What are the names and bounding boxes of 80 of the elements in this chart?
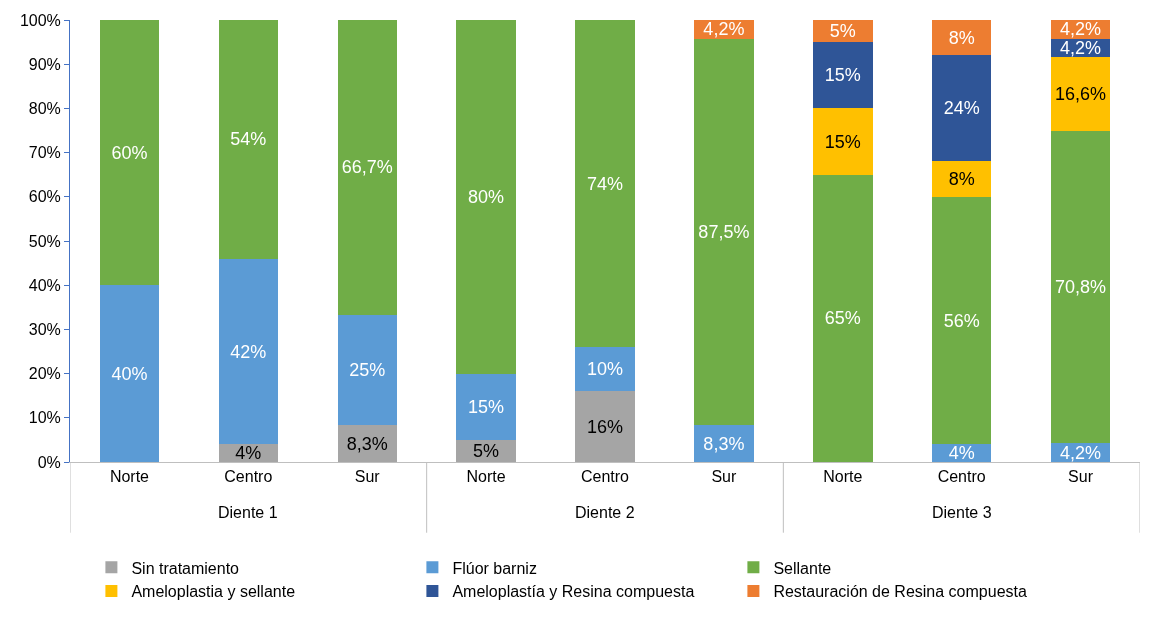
y-tick-label: 90%	[28, 55, 61, 73]
bar	[99, 20, 160, 286]
data-label: 8,3%	[346, 433, 388, 454]
data-label: 4,2%	[1060, 19, 1102, 40]
data-label: 66,7%	[341, 157, 393, 178]
bar	[575, 20, 635, 348]
text: Diente 1	[218, 504, 278, 521]
legend-label: Ameloplastia y sellante	[131, 583, 296, 601]
y-tick-label: 70%	[28, 144, 61, 162]
data-label: 56%	[943, 310, 980, 331]
bar	[575, 347, 635, 392]
data-label: 42%	[230, 341, 267, 362]
bar	[99, 285, 160, 462]
y-tick-label: 30%	[28, 321, 61, 338]
data-label: 15%	[824, 131, 861, 152]
bar	[218, 258, 279, 445]
text: Diente 3	[932, 504, 992, 521]
data-label: 54%	[230, 129, 267, 150]
data-label: 65%	[824, 308, 861, 329]
bar	[456, 20, 516, 374]
data-label: 4,2%	[1060, 37, 1102, 58]
x-tick-label: Sur	[1068, 468, 1094, 486]
bar	[456, 373, 516, 440]
data-label: 15%	[824, 65, 861, 86]
y-tick-label: 60%	[28, 188, 61, 206]
bar	[813, 174, 873, 462]
text: Diente 2	[575, 504, 635, 521]
data-label: 16%	[586, 416, 624, 437]
bar	[931, 196, 992, 445]
legend-label: Sin tratamiento	[131, 559, 240, 577]
x-tick-label: Centro	[937, 468, 986, 486]
x-tick-label: Centro	[580, 468, 630, 486]
data-label: 5%	[473, 440, 500, 461]
x-tick-label: Norte	[466, 468, 506, 486]
bar	[1050, 130, 1111, 444]
data-label: 60%	[111, 142, 148, 163]
y-tick-label: 0%	[37, 453, 61, 471]
x-tick-label: Sur	[354, 468, 381, 486]
y-tick-label: 20%	[28, 365, 61, 383]
bar	[1050, 57, 1111, 131]
data-label: 87,5%	[698, 221, 750, 242]
x-tick-label: Sur	[711, 468, 738, 486]
x-tick-label: Norte	[109, 468, 150, 486]
bar	[694, 38, 754, 426]
data-label: 8,3%	[703, 433, 745, 454]
data-label: 4%	[948, 443, 975, 464]
bar	[218, 20, 279, 259]
data-label: 10%	[586, 359, 624, 380]
data-label: 16,6%	[1055, 83, 1107, 104]
data-label: 80%	[468, 186, 505, 207]
bar	[813, 42, 873, 109]
y-tick-label: 50%	[28, 232, 61, 250]
bar	[575, 391, 635, 462]
data-label: 24%	[943, 98, 980, 119]
data-label: 70,8%	[1055, 276, 1107, 297]
bar	[931, 55, 992, 162]
legend-label: Sellante	[773, 559, 832, 577]
data-label: 74%	[586, 173, 624, 194]
bar	[813, 108, 873, 175]
legend-label: Restauración de Resina compuesta	[773, 583, 1027, 601]
data-label: 40%	[111, 363, 148, 384]
y-tick-label: 10%	[28, 409, 61, 427]
bar	[337, 314, 397, 426]
x-tick-label: Centro	[224, 468, 273, 486]
data-label: 4,2%	[703, 19, 745, 40]
legend-label: Ameloplastía y Resina compuesta	[452, 583, 695, 601]
data-label: 8%	[948, 27, 975, 48]
data-label: 5%	[829, 21, 856, 42]
data-label: 8%	[948, 169, 975, 190]
y-tick-label: 40%	[28, 276, 61, 294]
bar	[931, 161, 992, 197]
y-tick-label: 100%	[19, 11, 61, 29]
x-tick-label: Norte	[823, 468, 863, 486]
data-label: 4,2%	[1060, 442, 1102, 463]
data-label: 4%	[235, 443, 262, 464]
data-label: 25%	[349, 360, 386, 381]
y-tick-label: 80%	[28, 100, 61, 117]
legend-label: Flúor barniz	[452, 559, 537, 577]
bar	[337, 20, 397, 315]
data-label: 15%	[468, 396, 505, 417]
